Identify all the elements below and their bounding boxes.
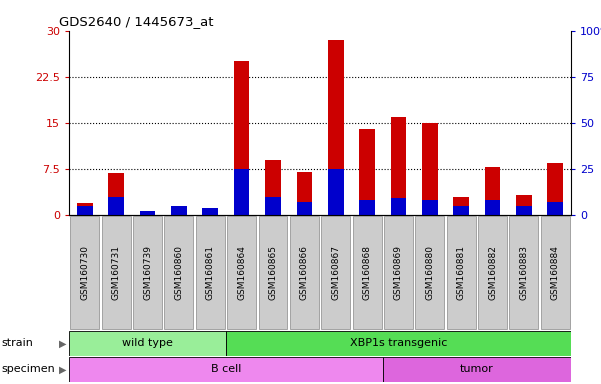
Bar (422, 200, 438, 215)
Bar (328, 169, 344, 215)
Text: GSM160861: GSM160861 (206, 245, 215, 300)
FancyBboxPatch shape (322, 216, 350, 329)
Text: GSM160739: GSM160739 (143, 245, 152, 300)
Bar (548, 202, 563, 215)
FancyBboxPatch shape (383, 357, 571, 382)
FancyBboxPatch shape (102, 216, 130, 329)
Text: GSM160869: GSM160869 (394, 245, 403, 300)
Text: GDS2640 / 1445673_at: GDS2640 / 1445673_at (59, 15, 213, 28)
FancyBboxPatch shape (133, 216, 162, 329)
Text: GSM160884: GSM160884 (551, 245, 560, 300)
Text: GSM160866: GSM160866 (300, 245, 309, 300)
Text: tumor: tumor (460, 364, 494, 374)
Bar (203, 211, 218, 215)
Bar (484, 167, 501, 215)
Bar (234, 61, 249, 215)
Bar (108, 197, 124, 215)
Bar (453, 206, 469, 215)
Bar (234, 169, 249, 215)
FancyBboxPatch shape (165, 216, 194, 329)
FancyBboxPatch shape (70, 216, 99, 329)
Bar (171, 207, 187, 215)
Text: GSM160883: GSM160883 (519, 245, 528, 300)
Bar (203, 208, 218, 215)
Bar (108, 173, 124, 215)
FancyBboxPatch shape (196, 216, 225, 329)
Bar (422, 123, 438, 215)
FancyBboxPatch shape (227, 216, 256, 329)
Text: GSM160881: GSM160881 (457, 245, 466, 300)
Bar (359, 129, 375, 215)
Bar (359, 200, 375, 215)
Text: GSM160731: GSM160731 (112, 245, 121, 300)
Text: specimen: specimen (1, 364, 55, 374)
Bar (391, 199, 406, 215)
Bar (171, 206, 187, 215)
Text: GSM160867: GSM160867 (331, 245, 340, 300)
Bar (548, 163, 563, 215)
FancyBboxPatch shape (384, 216, 413, 329)
Bar (139, 211, 156, 215)
FancyBboxPatch shape (69, 357, 383, 382)
Bar (139, 213, 156, 215)
FancyBboxPatch shape (290, 216, 319, 329)
Bar (391, 117, 406, 215)
Bar (296, 172, 312, 215)
FancyBboxPatch shape (353, 216, 382, 329)
Bar (265, 197, 281, 215)
Text: B cell: B cell (211, 364, 241, 374)
FancyBboxPatch shape (415, 216, 444, 329)
Bar (484, 200, 501, 215)
Text: ▶: ▶ (59, 338, 66, 348)
Text: strain: strain (1, 338, 33, 348)
Text: GSM160864: GSM160864 (237, 245, 246, 300)
Text: GSM160730: GSM160730 (81, 245, 90, 300)
Bar (77, 203, 93, 215)
FancyBboxPatch shape (258, 216, 287, 329)
Text: GSM160868: GSM160868 (362, 245, 371, 300)
Bar (265, 160, 281, 215)
Text: XBP1s transgenic: XBP1s transgenic (350, 338, 447, 348)
Text: GSM160882: GSM160882 (488, 245, 497, 300)
Bar (77, 206, 93, 215)
Bar (516, 206, 532, 215)
Bar (453, 197, 469, 215)
FancyBboxPatch shape (478, 216, 507, 329)
Bar (328, 40, 344, 215)
FancyBboxPatch shape (447, 216, 475, 329)
Bar (516, 195, 532, 215)
Text: ▶: ▶ (59, 364, 66, 374)
Text: wild type: wild type (122, 338, 173, 348)
Text: GSM160860: GSM160860 (174, 245, 183, 300)
FancyBboxPatch shape (510, 216, 538, 329)
FancyBboxPatch shape (226, 331, 571, 356)
Bar (296, 202, 312, 215)
Text: GSM160865: GSM160865 (269, 245, 278, 300)
FancyBboxPatch shape (69, 331, 226, 356)
FancyBboxPatch shape (541, 216, 570, 329)
Text: GSM160880: GSM160880 (426, 245, 435, 300)
